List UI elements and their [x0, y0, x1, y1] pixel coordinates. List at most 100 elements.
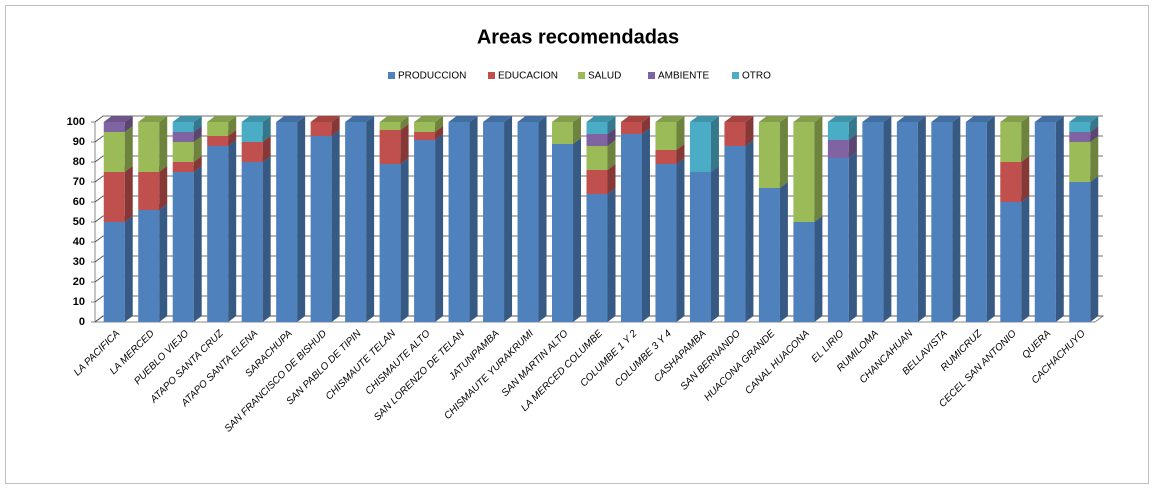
bar-segment: [172, 162, 194, 172]
bar-segment: [1000, 202, 1022, 322]
bar-side: [883, 116, 892, 322]
bar-side: [262, 136, 271, 162]
legend-label: OTRO: [742, 71, 771, 82]
bar-segment: [379, 130, 401, 164]
bar-segment: [965, 122, 987, 322]
bar-segment: [138, 172, 160, 210]
bar-top: [414, 116, 444, 122]
legend-label: PRODUCCION: [398, 71, 466, 82]
bar-side: [710, 166, 719, 322]
bar-segment: [207, 136, 229, 146]
bar-segment: [172, 122, 194, 132]
y-tick-label: 90: [73, 136, 85, 148]
bar-top: [862, 116, 892, 122]
legend-swatch: [578, 72, 585, 79]
bar-segment: [931, 122, 953, 322]
bar-top: [103, 116, 133, 122]
bar-segment: [620, 134, 642, 322]
bar-segment: [896, 122, 918, 322]
bar-side: [952, 116, 961, 322]
bar-top: [1000, 116, 1030, 122]
bar-segment: [103, 172, 125, 222]
bar-top: [758, 116, 788, 122]
bar-segment: [103, 222, 125, 322]
bar-segment: [138, 210, 160, 322]
y-tick-label: 70: [73, 176, 85, 188]
bar-segment: [103, 132, 125, 172]
bar-side: [676, 144, 685, 164]
bar-side: [1055, 116, 1064, 322]
bar-segment: [207, 122, 229, 136]
bar-side: [848, 116, 857, 140]
bar-side: [1090, 116, 1099, 132]
bar-side: [400, 116, 409, 130]
bar-segment: [241, 142, 263, 162]
legend-swatch: [732, 72, 739, 79]
bar-segment: [827, 140, 849, 158]
bar-top: [689, 116, 719, 122]
bar-segment: [586, 122, 608, 134]
bar-segment: [758, 188, 780, 322]
bar-side: [779, 116, 788, 188]
legend-swatch: [488, 72, 495, 79]
bar-segment: [793, 222, 815, 322]
bar-side: [159, 204, 168, 322]
bar-segment: [103, 122, 125, 132]
y-tick-label: 20: [73, 276, 85, 288]
bar-top: [207, 116, 237, 122]
bar-top: [517, 116, 547, 122]
bar-side: [779, 182, 788, 322]
bar-side: [262, 156, 271, 322]
bar-segment: [655, 164, 677, 322]
bar-segment: [379, 122, 401, 130]
bar-segment: [1069, 122, 1091, 132]
bar-side: [435, 116, 444, 132]
bar-segment: [586, 170, 608, 194]
bar-side: [331, 116, 340, 136]
bar-segment: [1034, 122, 1056, 322]
bar-top: [310, 116, 340, 122]
bar-segment: [689, 172, 711, 322]
bar-side: [710, 116, 719, 172]
bar-top: [1034, 116, 1064, 122]
bar-side: [435, 126, 444, 140]
bar-segment: [241, 162, 263, 322]
bar-segment: [379, 164, 401, 322]
bar-segment: [138, 122, 160, 172]
bar-side: [1090, 136, 1099, 182]
bar-segment: [517, 122, 539, 322]
bar-side: [228, 130, 237, 146]
bar-side: [607, 188, 616, 322]
y-tick-label: 100: [67, 116, 85, 128]
bar-segment: [172, 172, 194, 322]
bar-top: [172, 116, 202, 122]
bar-segment: [310, 136, 332, 322]
bar-side: [124, 126, 133, 172]
bar-top: [896, 116, 926, 122]
bar-side: [745, 140, 754, 322]
bar-segment: [827, 122, 849, 140]
bar-top: [655, 116, 685, 122]
bar-side: [193, 126, 202, 142]
y-tick-label: 0: [79, 316, 85, 328]
bar-top: [345, 116, 375, 122]
legend-label: SALUD: [588, 71, 621, 82]
bar-side: [814, 216, 823, 322]
bar-top: [241, 116, 271, 122]
bar-side: [1021, 116, 1030, 162]
bar-top: [827, 116, 857, 122]
bar-segment: [724, 122, 746, 146]
bar-side: [745, 116, 754, 146]
bar-side: [331, 130, 340, 322]
bar-side: [1021, 156, 1030, 202]
bar-segment: [827, 158, 849, 322]
legend-swatch: [388, 72, 395, 79]
bar-side: [573, 116, 582, 144]
bar-side: [573, 138, 582, 322]
bar-segment: [620, 122, 642, 134]
bar-side: [193, 116, 202, 132]
bar-segment: [1000, 162, 1022, 202]
bar-segment: [586, 146, 608, 170]
bar-segment: [172, 132, 194, 142]
